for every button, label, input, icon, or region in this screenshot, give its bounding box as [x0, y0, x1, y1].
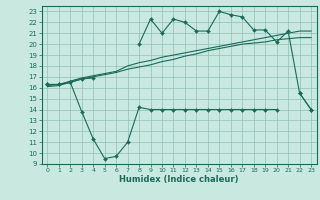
X-axis label: Humidex (Indice chaleur): Humidex (Indice chaleur) [119, 175, 239, 184]
